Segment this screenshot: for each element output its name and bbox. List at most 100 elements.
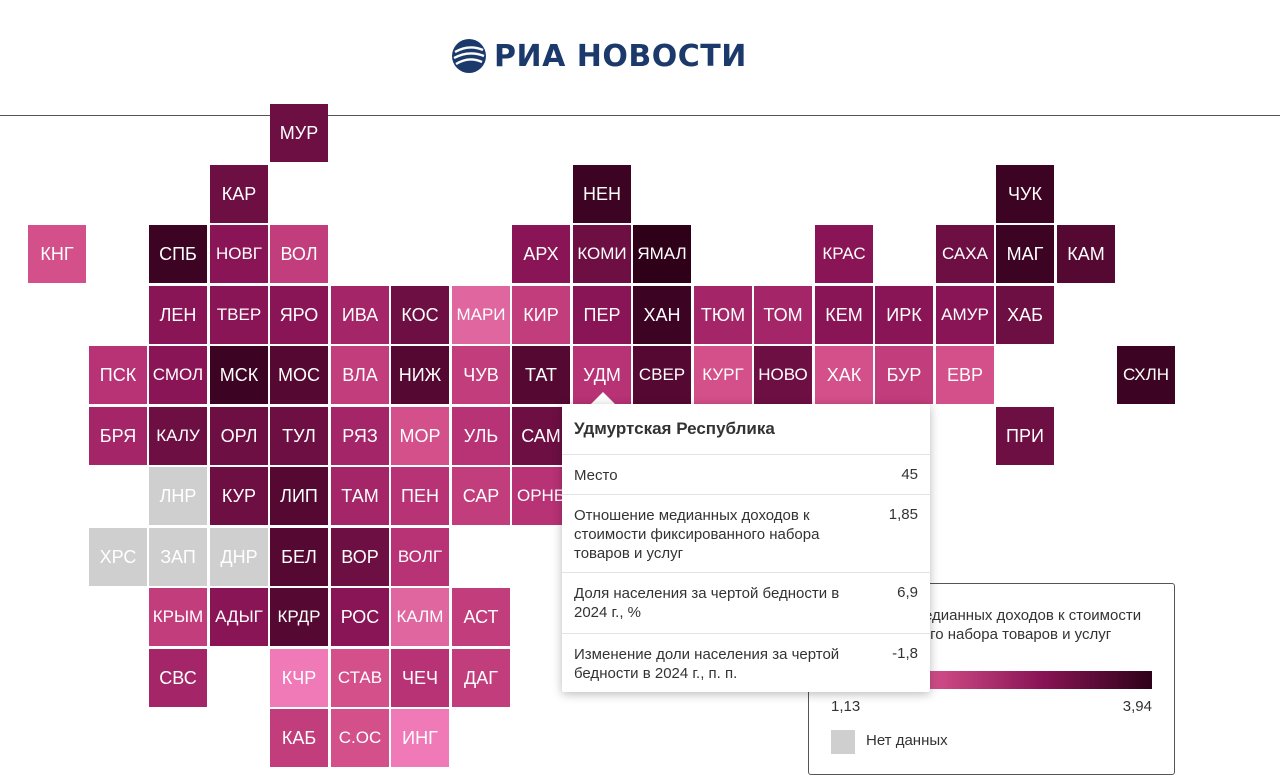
region-tile[interactable]: ЯРО bbox=[270, 286, 328, 344]
tooltip-value: -1,8 bbox=[892, 645, 918, 662]
region-tile[interactable]: ЛИП bbox=[270, 467, 328, 525]
region-tile[interactable]: МОР bbox=[391, 407, 449, 465]
region-tile[interactable]: ВОЛ bbox=[270, 225, 328, 283]
region-tile[interactable]: СВЕР bbox=[633, 346, 691, 404]
region-tile[interactable]: САХА bbox=[936, 225, 994, 283]
tooltip-value: 6,9 bbox=[897, 584, 918, 601]
region-tile[interactable]: РОС bbox=[331, 588, 389, 646]
region-tile[interactable]: ПЕР bbox=[573, 286, 631, 344]
region-tile[interactable]: НОВО bbox=[754, 346, 812, 404]
region-tile[interactable]: ХРС bbox=[89, 528, 147, 586]
region-tile[interactable]: СВС bbox=[149, 649, 207, 707]
region-tile[interactable]: САР bbox=[452, 467, 510, 525]
header: РИА НОВОСТИ bbox=[0, 0, 1280, 116]
tooltip-row-rank: Место 45 bbox=[562, 454, 930, 498]
region-tile[interactable]: УЛЬ bbox=[452, 407, 510, 465]
globe-icon bbox=[452, 39, 486, 73]
tooltip-label: Изменение доли населения за чертой бедно… bbox=[574, 646, 840, 682]
region-tile[interactable]: КРДР bbox=[270, 588, 328, 646]
region-tile[interactable]: НИЖ bbox=[391, 346, 449, 404]
region-tile[interactable]: МАРИ bbox=[452, 286, 510, 344]
region-tile[interactable]: КОС bbox=[391, 286, 449, 344]
region-tile[interactable]: ЛНР bbox=[149, 467, 207, 525]
region-tile[interactable]: БРЯ bbox=[89, 407, 147, 465]
region-tile[interactable]: КАЛМ bbox=[391, 588, 449, 646]
region-tile[interactable]: ДАГ bbox=[452, 649, 510, 707]
region-tile[interactable]: ЗАП bbox=[149, 528, 207, 586]
region-tile[interactable]: ЛЕН bbox=[149, 286, 207, 344]
region-tile[interactable]: КУР bbox=[210, 467, 268, 525]
region-tile[interactable]: ВЛА bbox=[331, 346, 389, 404]
region-tile[interactable]: ИРК bbox=[875, 286, 933, 344]
region-tile[interactable]: ОРНБ bbox=[512, 467, 570, 525]
region-tile[interactable]: АМУР bbox=[936, 286, 994, 344]
tooltip-value: 1,85 bbox=[888, 506, 918, 523]
region-tile[interactable]: ХАК bbox=[815, 346, 873, 404]
region-tile[interactable]: ОРЛ bbox=[210, 407, 268, 465]
region-tile[interactable]: ЧУК bbox=[996, 165, 1054, 223]
region-tile[interactable]: ЧУВ bbox=[452, 346, 510, 404]
region-tile[interactable]: МОС bbox=[270, 346, 328, 404]
region-tile[interactable]: ИВА bbox=[331, 286, 389, 344]
tooltip-label: Отношение медианных доходов к стоимости … bbox=[574, 507, 820, 562]
region-tile[interactable]: ТАМ bbox=[331, 467, 389, 525]
region-tooltip: Удмуртская Республика Место 45 Отношение… bbox=[562, 404, 930, 692]
region-tile[interactable]: КЕМ bbox=[815, 286, 873, 344]
region-tile[interactable]: МУР bbox=[270, 104, 328, 162]
region-tile[interactable]: БУР bbox=[875, 346, 933, 404]
brand-name: РИА НОВОСТИ bbox=[494, 38, 747, 74]
region-tile[interactable]: КИР bbox=[512, 286, 570, 344]
region-tile[interactable]: ЧЕЧ bbox=[391, 649, 449, 707]
tooltip-label: Доля населения за чертой бедности в 2024… bbox=[574, 585, 840, 621]
tooltip-caret bbox=[590, 392, 616, 405]
region-tile[interactable]: ХАБ bbox=[996, 286, 1054, 344]
region-tile[interactable]: АРХ bbox=[512, 225, 570, 283]
region-tile[interactable]: КЧР bbox=[270, 649, 328, 707]
region-tile[interactable]: ВОР bbox=[331, 528, 389, 586]
region-tile[interactable]: КОМИ bbox=[573, 225, 631, 283]
region-tile[interactable]: ХАН bbox=[633, 286, 691, 344]
tooltip-value: 45 bbox=[901, 466, 918, 483]
tooltip-region-name: Удмуртская Республика bbox=[574, 419, 775, 438]
region-tile[interactable]: СХЛН bbox=[1117, 346, 1175, 404]
region-tile[interactable]: ПРИ bbox=[996, 407, 1054, 465]
region-tile[interactable]: КРАС bbox=[815, 225, 873, 283]
region-tile[interactable]: ТАТ bbox=[512, 346, 570, 404]
region-tile[interactable]: ПСК bbox=[89, 346, 147, 404]
region-tile[interactable]: КРЫМ bbox=[149, 588, 207, 646]
region-tile[interactable]: ВОЛГ bbox=[391, 528, 449, 586]
region-tile[interactable]: ПЕН bbox=[391, 467, 449, 525]
region-tile[interactable]: ТОМ bbox=[754, 286, 812, 344]
region-tile[interactable]: ЕВР bbox=[936, 346, 994, 404]
region-tile[interactable]: КАБ bbox=[270, 709, 328, 767]
region-tile[interactable]: МАГ bbox=[996, 225, 1054, 283]
region-tile[interactable]: НОВГ bbox=[210, 225, 268, 283]
region-tile[interactable]: КАЛУ bbox=[149, 407, 207, 465]
ria-novosti-logo[interactable]: РИА НОВОСТИ bbox=[451, 38, 747, 74]
region-tile[interactable]: САМ bbox=[512, 407, 570, 465]
region-tile[interactable]: КУРГ bbox=[694, 346, 752, 404]
region-tile[interactable]: ТЮМ bbox=[694, 286, 752, 344]
region-tile[interactable]: КНГ bbox=[28, 225, 86, 283]
region-tile[interactable]: С.ОС bbox=[331, 709, 389, 767]
region-tile[interactable]: ТВЕР bbox=[210, 286, 268, 344]
region-tile[interactable]: ДНР bbox=[210, 528, 268, 586]
region-tile[interactable]: СМОЛ bbox=[149, 346, 207, 404]
region-tile[interactable]: ТУЛ bbox=[270, 407, 328, 465]
region-tile[interactable]: КАР bbox=[210, 165, 268, 223]
region-tile[interactable]: РЯЗ bbox=[331, 407, 389, 465]
region-tile[interactable]: МСК bbox=[210, 346, 268, 404]
region-tile[interactable]: АДЫГ bbox=[210, 588, 268, 646]
region-tile[interactable]: ИНГ bbox=[391, 709, 449, 767]
tooltip-label: Место bbox=[574, 467, 618, 484]
region-tile[interactable]: КАМ bbox=[1057, 225, 1115, 283]
region-tile[interactable]: ЯМАЛ bbox=[633, 225, 691, 283]
tooltip-row-poverty-share: Доля населения за чертой бедности в 2024… bbox=[562, 572, 930, 634]
region-tile[interactable]: АСТ bbox=[452, 588, 510, 646]
region-tile[interactable]: СТАВ bbox=[331, 649, 389, 707]
region-tile[interactable]: СПБ bbox=[149, 225, 207, 283]
region-tile[interactable]: НЕН bbox=[573, 165, 631, 223]
region-tile[interactable]: БЕЛ bbox=[270, 528, 328, 586]
tooltip-row-poverty-change: Изменение доли населения за чертой бедно… bbox=[562, 633, 930, 692]
